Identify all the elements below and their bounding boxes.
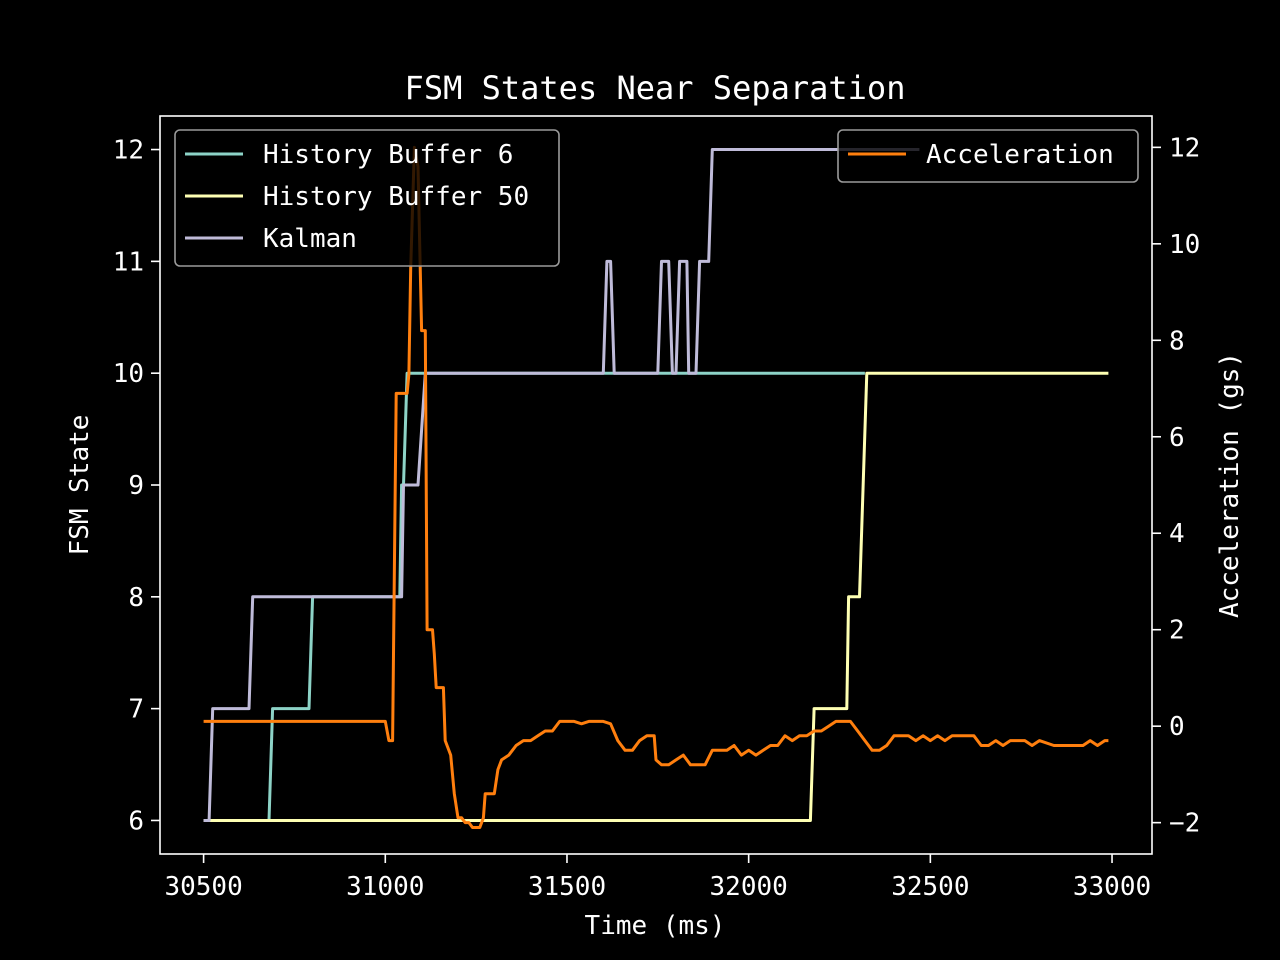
legend-label-kalman: Kalman [263,224,357,254]
ticks: 30500 31000 31500 32000 32500 33000 6 7 8 9 10 11 12… [113,133,1201,902]
legend-left: History Buffer 6 History Buffer 50 Kalman [174,129,560,267]
series-line-kalman [203,148,920,822]
legend-right: Acceleration [837,129,1139,183]
series-line-acceleration [203,145,1109,829]
left-y-tick-label: 12 [113,136,144,166]
legend-label-acceleration: Acceleration [926,140,1114,170]
chart-title: FSM States Near Separation [405,69,906,107]
x-tick-label: 32000 [710,872,788,902]
right-y-tick-label: 12 [1169,133,1200,163]
plot-lines [203,145,1109,829]
left-y-tick-label: 9 [128,471,144,501]
left-y-tick-label: 7 [128,695,144,725]
x-tick-label: 31500 [528,872,606,902]
x-axis-label: Time (ms) [585,911,726,941]
right-y-tick-label: 6 [1169,423,1185,453]
series-line-history-buffer-50 [203,371,1109,822]
x-tick-label: 31000 [346,872,424,902]
x-tick-label: 33000 [1073,872,1151,902]
left-y-tick-label: 11 [113,247,144,277]
legend-box [837,129,1139,183]
left-y-axis-label: FSM State [65,415,95,556]
right-y-tick-label: −2 [1169,809,1200,839]
legend-label-history-buffer-50: History Buffer 50 [263,182,529,212]
left-y-tick-label: 8 [128,583,144,613]
right-y-tick-label: 10 [1169,230,1200,260]
x-tick-label: 30500 [164,872,242,902]
right-y-tick-label: 4 [1169,519,1185,549]
legend-label-history-buffer-6: History Buffer 6 [263,140,513,170]
x-tick-label: 32500 [891,872,969,902]
right-y-tick-label: 0 [1169,712,1185,742]
right-y-axis-label: Acceleration (gs) [1215,352,1245,618]
right-y-tick-label: 2 [1169,616,1185,646]
left-y-tick-label: 10 [113,359,144,389]
legend-box [174,129,560,267]
right-y-tick-label: 8 [1169,326,1185,356]
left-y-tick-label: 6 [128,806,144,836]
